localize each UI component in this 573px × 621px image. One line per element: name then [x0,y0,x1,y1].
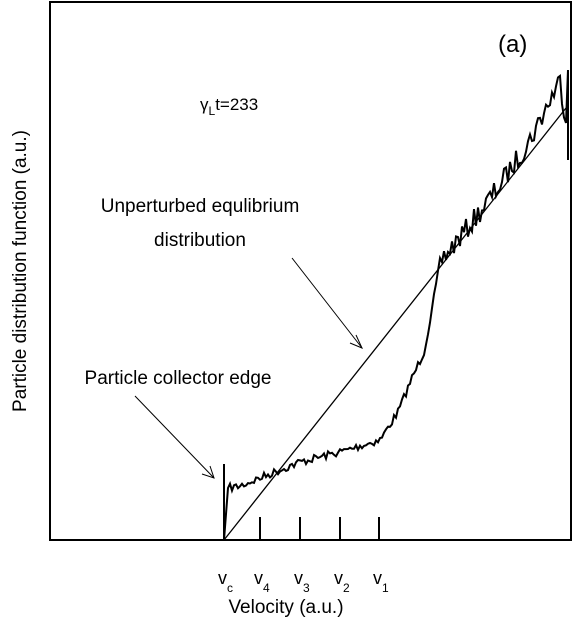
distribution-curve [223,69,569,541]
tick-base: v [218,568,227,588]
time-text: t=233 [215,95,258,114]
tick-base: v [334,568,343,588]
plot-frame [49,1,572,541]
edge-label: Particle collector edge [85,368,272,389]
tick-sub: 3 [303,581,310,595]
x-tick-label: v1 [373,568,389,595]
equilibrium-label: Unperturbed equlibrium [101,196,300,217]
x-ticks [259,517,380,540]
gamma: γ [200,95,209,114]
arrows [134,257,363,479]
gamma-sub: L [209,104,216,118]
tick-base: v [254,568,263,588]
y-axis-label: Particle distribution function (a.u.) [10,130,31,412]
tick-sub: 2 [343,581,350,595]
tick-sub: 4 [263,581,270,595]
tick-sub: c [227,581,233,595]
x-tick-label: v2 [334,568,350,595]
tick-base: v [373,568,382,588]
x-tick-label: vc [218,568,233,595]
tick-base: v [294,568,303,588]
tick-sub: 1 [382,581,389,595]
time-annotation: γLt=233 [200,95,258,118]
x-tick-labels: vc v4 v3 v2 v1 [218,568,389,595]
x-axis-label: Velocity (a.u.) [228,597,343,618]
x-tick-label: v4 [254,568,270,595]
equilibrium-label: distribution [154,230,246,251]
panel-label: (a) [498,31,527,58]
x-tick-label: v3 [294,568,310,595]
